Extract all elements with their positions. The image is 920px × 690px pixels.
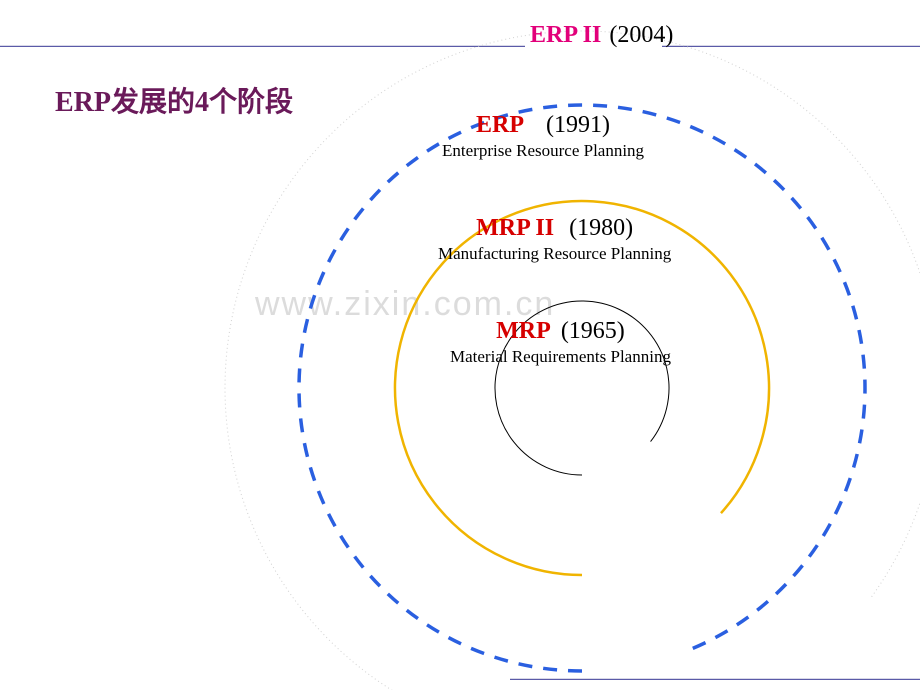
fullname-mrp2: Manufacturing Resource Planning	[438, 244, 671, 264]
year-mrp: (1965)	[561, 318, 625, 344]
year-mrp2: (1980)	[569, 215, 633, 241]
year-erp2: (2004)	[609, 22, 673, 48]
label-mrp2: MRP II (1980) Manufacturing Resource Plann…	[438, 215, 671, 264]
label-row-erp: ERP (1991)	[442, 112, 644, 139]
abbr-mrp: MRP	[496, 318, 551, 344]
abbr-erp2: ERP II	[530, 22, 601, 48]
label-erp2: ERP II (2004)	[530, 22, 673, 49]
ring-erp	[299, 105, 865, 671]
label-erp: ERP (1991) Enterprise Resource Planning	[442, 112, 644, 161]
fullname-erp: Enterprise Resource Planning	[442, 141, 644, 161]
label-row-mrp2: MRP II (1980)	[438, 215, 671, 242]
label-row-erp2: ERP II (2004)	[530, 22, 673, 49]
label-mrp: MRP (1965) Material Requirements Planning	[450, 318, 671, 367]
fullname-mrp: Material Requirements Planning	[450, 347, 671, 367]
abbr-erp: ERP	[476, 112, 524, 138]
year-erp: (1991)	[546, 112, 610, 138]
label-row-mrp: MRP (1965)	[450, 318, 671, 345]
abbr-mrp2: MRP II	[476, 215, 554, 241]
